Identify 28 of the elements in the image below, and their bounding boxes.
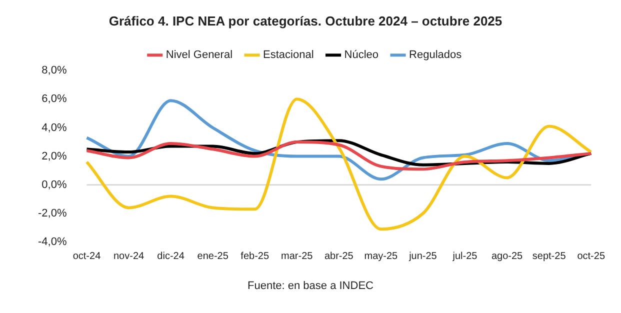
y-tick-label: -2,0% — [38, 207, 67, 220]
y-tick-label: 8,0% — [42, 64, 67, 77]
line-series — [85, 140, 593, 171]
line-series — [85, 98, 593, 231]
y-tick-label: -4,0% — [38, 236, 67, 248]
y-tick-label: 2,0% — [42, 150, 67, 162]
x-tick-label: may-25 — [364, 250, 398, 262]
x-tick-label: feb-25 — [240, 250, 270, 262]
x-tick-label: ene-25 — [197, 250, 229, 262]
legend-label: Estacional — [263, 49, 314, 62]
x-tick-label: jul-25 — [452, 250, 478, 262]
x-tick-label: ago-25 — [491, 250, 524, 262]
x-tick-label: oct-24 — [72, 250, 102, 262]
y-tick-label: 0,0% — [42, 178, 67, 191]
y-tick-label: 4,0% — [42, 122, 67, 134]
legend-label: Nivel General — [166, 49, 233, 62]
chart-title: Gráfico 4. IPC NEA por categorías. Octubre 2024 – octubre 2025 — [108, 13, 502, 28]
x-tick-label: nov-24 — [113, 250, 144, 262]
legend-label: Regulados — [409, 49, 462, 62]
legend-label: Núcleo — [344, 49, 379, 62]
x-tick-label: sept-25 — [532, 250, 566, 262]
y-tick-label: 6,0% — [42, 93, 67, 106]
x-tick-label: abr-25 — [324, 250, 354, 262]
source-note: Fuente: en base a INDEC — [246, 280, 374, 292]
x-tick-label: jun-25 — [408, 250, 438, 262]
x-tick-label: oct-25 — [577, 250, 606, 262]
x-tick-label: mar-25 — [281, 250, 314, 262]
x-tick-label: dic-24 — [157, 250, 185, 262]
